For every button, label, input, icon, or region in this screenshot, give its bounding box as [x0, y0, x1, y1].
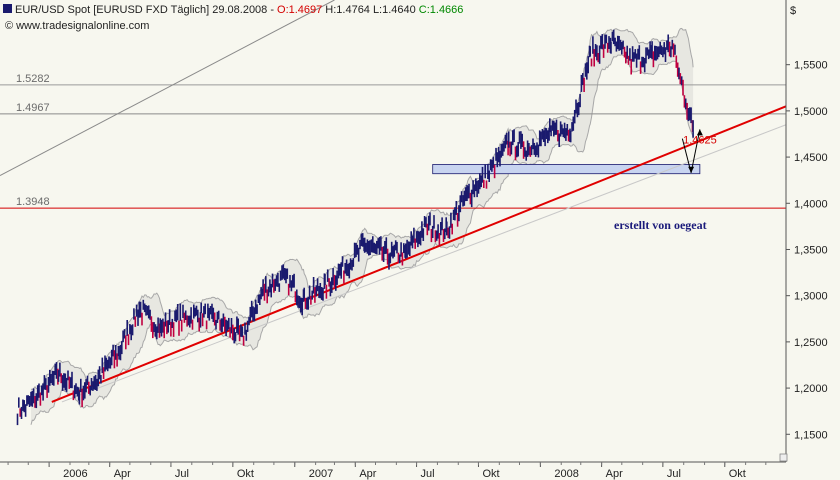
instrument-label: EUR/USD Spot [EURUSD FXD Täglich] 29.08.…	[15, 4, 463, 16]
author-annotation: erstellt von oegeat	[614, 218, 707, 232]
projection-up-arrow	[690, 129, 701, 173]
x-tick-label: Apr	[359, 468, 376, 480]
x-tick-label: Jul	[667, 468, 681, 480]
trendline-1	[51, 105, 787, 403]
x-tick-label: Jul	[421, 468, 435, 480]
x-tick-label: Okt	[237, 468, 254, 480]
y-tick-label: 1,2500	[794, 337, 828, 349]
x-tick-label: Okt	[482, 468, 499, 480]
arrow-head-down	[688, 166, 695, 173]
x-tick-label: Apr	[114, 468, 131, 480]
y-tick-label: 1,4500	[794, 152, 828, 164]
x-axis: 2006 Apr Jul Okt 2007 Apr Jul Okt 2008 Apr Jul Okt	[7, 462, 767, 480]
x-tick-label: Okt	[729, 468, 746, 480]
currency-symbol: $	[790, 5, 796, 17]
chart-header: EUR/USD Spot [EURUSD FXD Täglich] 29.08.…	[3, 4, 796, 32]
level-label-1.5282: 1.5282	[16, 73, 50, 85]
y-tick-label: 1,1500	[794, 429, 828, 441]
y-tick-label: 1,3500	[794, 244, 828, 256]
x-tick-label: 2006	[63, 468, 87, 480]
plot-area: 1.5282 1.4967 1.3948 1.4625	[0, 0, 787, 426]
y-tick-label: 1,3000	[794, 291, 828, 303]
y-tick-label: 1,4000	[794, 198, 828, 210]
level-label-1.4967: 1.4967	[16, 102, 50, 114]
x-tick-label: 2007	[309, 468, 333, 480]
bollinger-lower	[30, 54, 694, 425]
trendline-2	[61, 124, 787, 403]
y-tick-label: 1,5500	[794, 60, 828, 72]
x-tick-label: Jul	[175, 468, 189, 480]
resize-handle[interactable]	[779, 453, 788, 462]
trendline-3	[0, 0, 335, 177]
y-tick-label: 1,5000	[794, 106, 828, 118]
source-label: © www.tradesignalonline.com	[5, 20, 149, 32]
series-legend-swatch	[3, 4, 12, 13]
support-zone	[432, 164, 701, 175]
y-tick-label: 1,2000	[794, 383, 828, 395]
x-tick-label: 2008	[554, 468, 578, 480]
copyright-icon: ©	[5, 20, 13, 32]
level-label-1.3948: 1.3948	[16, 196, 50, 208]
target-label: 1.4625	[683, 135, 717, 147]
y-axis: 1,5500 1,5000 1,4500 1,4000 1,3500 1,3000 1,25…	[786, 60, 828, 441]
x-tick-label: Apr	[606, 468, 623, 480]
arrow-head-up	[696, 129, 703, 136]
